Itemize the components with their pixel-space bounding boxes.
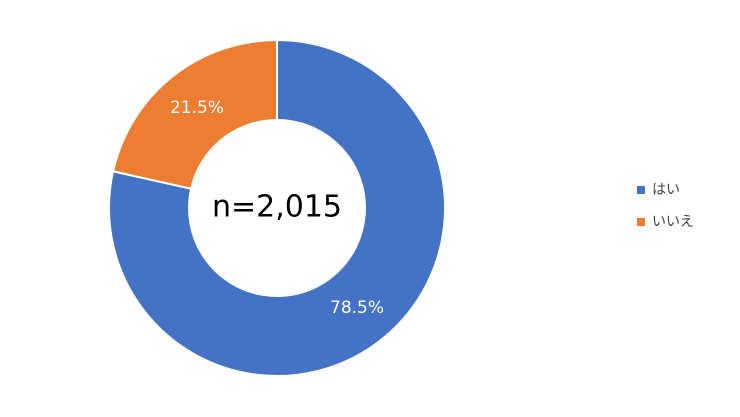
legend-label: いいえ	[652, 214, 694, 230]
legend-swatch	[637, 218, 645, 226]
slice-label: 78.5%	[330, 298, 384, 318]
center-label: n=2,015	[212, 190, 342, 225]
slice	[108, 38, 446, 377]
legend-swatch	[637, 186, 645, 194]
legend-label: はい	[652, 182, 680, 198]
slice-label: 21.5%	[170, 98, 224, 118]
slice	[111, 38, 278, 190]
